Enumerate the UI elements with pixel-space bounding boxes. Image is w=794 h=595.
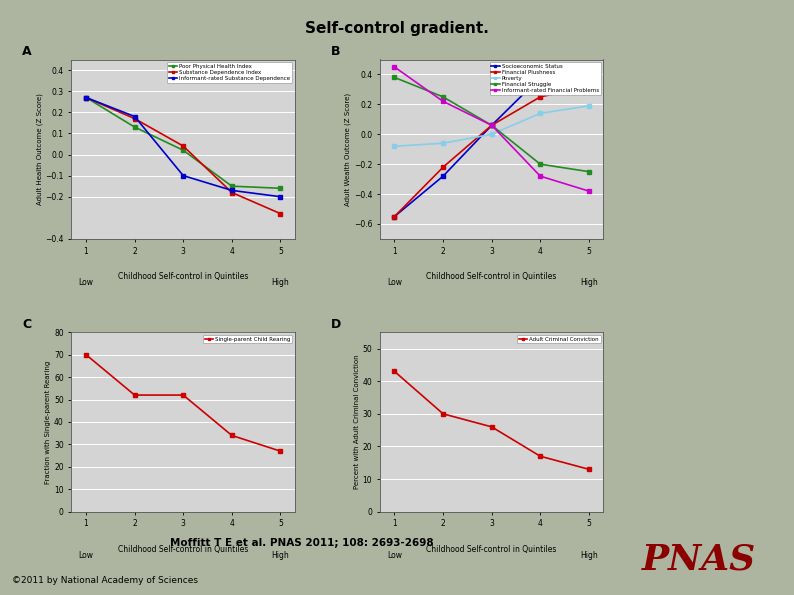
Text: Moffitt T E et al. PNAS 2011; 108: 2693-2698: Moffitt T E et al. PNAS 2011; 108: 2693-…: [170, 538, 434, 547]
Text: High: High: [272, 278, 289, 287]
Adult Criminal Conviction: [438, 410, 448, 417]
Line: Poor Physical Health Index: Poor Physical Health Index: [84, 95, 283, 190]
Legend: Poor Physical Health Index, Substance Dependence Index, Informant-rated Substanc: Poor Physical Health Index, Substance De…: [168, 62, 292, 83]
Line: Substance Dependence Index: Substance Dependence Index: [84, 95, 283, 216]
Legend: Socioeconomic Status, Financial Plushness, Poverty, Financial Struggle, Informan: Socioeconomic Status, Financial Plushnes…: [490, 62, 601, 95]
Poor Physical Health Index: [276, 184, 285, 192]
Financial Struggle: [438, 93, 448, 101]
Financial Struggle: [584, 168, 594, 175]
Text: ©2011 by National Academy of Sciences: ©2011 by National Academy of Sciences: [12, 575, 198, 585]
Single-parent Child Rearing: [227, 432, 237, 439]
Socioeconomic Status: [487, 122, 496, 129]
Line: Adult Criminal Conviction: Adult Criminal Conviction: [392, 369, 591, 471]
Y-axis label: Fraction with Single-parent Rearing: Fraction with Single-parent Rearing: [45, 361, 52, 484]
Informant-rated Financial Problems: [584, 187, 594, 195]
Financial Struggle: [390, 74, 399, 81]
X-axis label: Childhood Self-control in Quintiles: Childhood Self-control in Quintiles: [426, 545, 557, 554]
Substance Dependence Index: [179, 142, 188, 149]
Informant-rated Financial Problems: [438, 98, 448, 105]
Adult Criminal Conviction: [487, 423, 496, 430]
Adult Criminal Conviction: [584, 466, 594, 473]
Line: Informant-rated Financial Problems: Informant-rated Financial Problems: [392, 65, 591, 193]
Poor Physical Health Index: [227, 183, 237, 190]
Text: PNAS: PNAS: [642, 542, 756, 577]
Y-axis label: Adult Wealth Outcome (Z Score): Adult Wealth Outcome (Z Score): [345, 93, 351, 206]
Poor Physical Health Index: [130, 124, 140, 131]
Text: C: C: [22, 318, 32, 331]
Informant-rated Substance Dependence: [179, 172, 188, 179]
Poverty: [535, 109, 545, 117]
Text: A: A: [22, 45, 32, 58]
Financial Plushness: [390, 213, 399, 220]
Substance Dependence Index: [276, 210, 285, 217]
Legend: Adult Criminal Conviction: Adult Criminal Conviction: [517, 335, 601, 343]
Poverty: [438, 140, 448, 147]
Financial Struggle: [535, 161, 545, 168]
Text: Low: Low: [79, 278, 94, 287]
Y-axis label: Percent with Adult Criminal Conviction: Percent with Adult Criminal Conviction: [354, 355, 360, 489]
Poverty: [487, 131, 496, 138]
Socioeconomic Status: [390, 213, 399, 220]
Single-parent Child Rearing: [130, 392, 140, 399]
Poverty: [390, 143, 399, 150]
Single-parent Child Rearing: [276, 447, 285, 455]
Poverty: [584, 102, 594, 109]
Single-parent Child Rearing: [179, 392, 188, 399]
Line: Poverty: Poverty: [392, 104, 591, 148]
Poor Physical Health Index: [179, 147, 188, 154]
X-axis label: Childhood Self-control in Quintiles: Childhood Self-control in Quintiles: [118, 545, 249, 554]
Text: Self-control gradient.: Self-control gradient.: [305, 21, 489, 36]
Text: B: B: [331, 45, 341, 58]
Text: High: High: [580, 551, 598, 560]
Informant-rated Substance Dependence: [276, 193, 285, 201]
Substance Dependence Index: [81, 94, 91, 101]
Line: Financial Struggle: Financial Struggle: [392, 76, 591, 174]
Y-axis label: Adult Health Outcome (Z Score): Adult Health Outcome (Z Score): [36, 93, 43, 205]
Socioeconomic Status: [438, 173, 448, 180]
Text: Low: Low: [387, 278, 402, 287]
Line: Informant-rated Substance Dependence: Informant-rated Substance Dependence: [84, 95, 283, 199]
Line: Financial Plushness: Financial Plushness: [392, 84, 591, 218]
Adult Criminal Conviction: [390, 368, 399, 375]
Financial Plushness: [584, 83, 594, 90]
Informant-rated Substance Dependence: [81, 94, 91, 101]
X-axis label: Childhood Self-control in Quintiles: Childhood Self-control in Quintiles: [118, 273, 249, 281]
Text: Low: Low: [79, 551, 94, 560]
Poor Physical Health Index: [81, 94, 91, 101]
Line: Socioeconomic Status: Socioeconomic Status: [392, 65, 591, 218]
Adult Criminal Conviction: [535, 453, 545, 460]
Single-parent Child Rearing: [81, 351, 91, 358]
Informant-rated Financial Problems: [487, 122, 496, 129]
Substance Dependence Index: [130, 115, 140, 122]
Informant-rated Financial Problems: [390, 64, 399, 71]
Informant-rated Financial Problems: [535, 173, 545, 180]
Financial Plushness: [487, 122, 496, 129]
Socioeconomic Status: [535, 74, 545, 81]
Line: Single-parent Child Rearing: Single-parent Child Rearing: [84, 353, 283, 453]
Financial Plushness: [438, 164, 448, 171]
Informant-rated Substance Dependence: [130, 113, 140, 120]
Text: High: High: [272, 551, 289, 560]
Text: Low: Low: [387, 551, 402, 560]
Text: High: High: [580, 278, 598, 287]
Text: D: D: [331, 318, 341, 331]
Informant-rated Substance Dependence: [227, 187, 237, 194]
Substance Dependence Index: [227, 189, 237, 196]
Socioeconomic Status: [584, 64, 594, 71]
Financial Struggle: [487, 122, 496, 129]
X-axis label: Childhood Self-control in Quintiles: Childhood Self-control in Quintiles: [426, 273, 557, 281]
Legend: Single-parent Child Rearing: Single-parent Child Rearing: [203, 335, 292, 343]
Financial Plushness: [535, 93, 545, 101]
